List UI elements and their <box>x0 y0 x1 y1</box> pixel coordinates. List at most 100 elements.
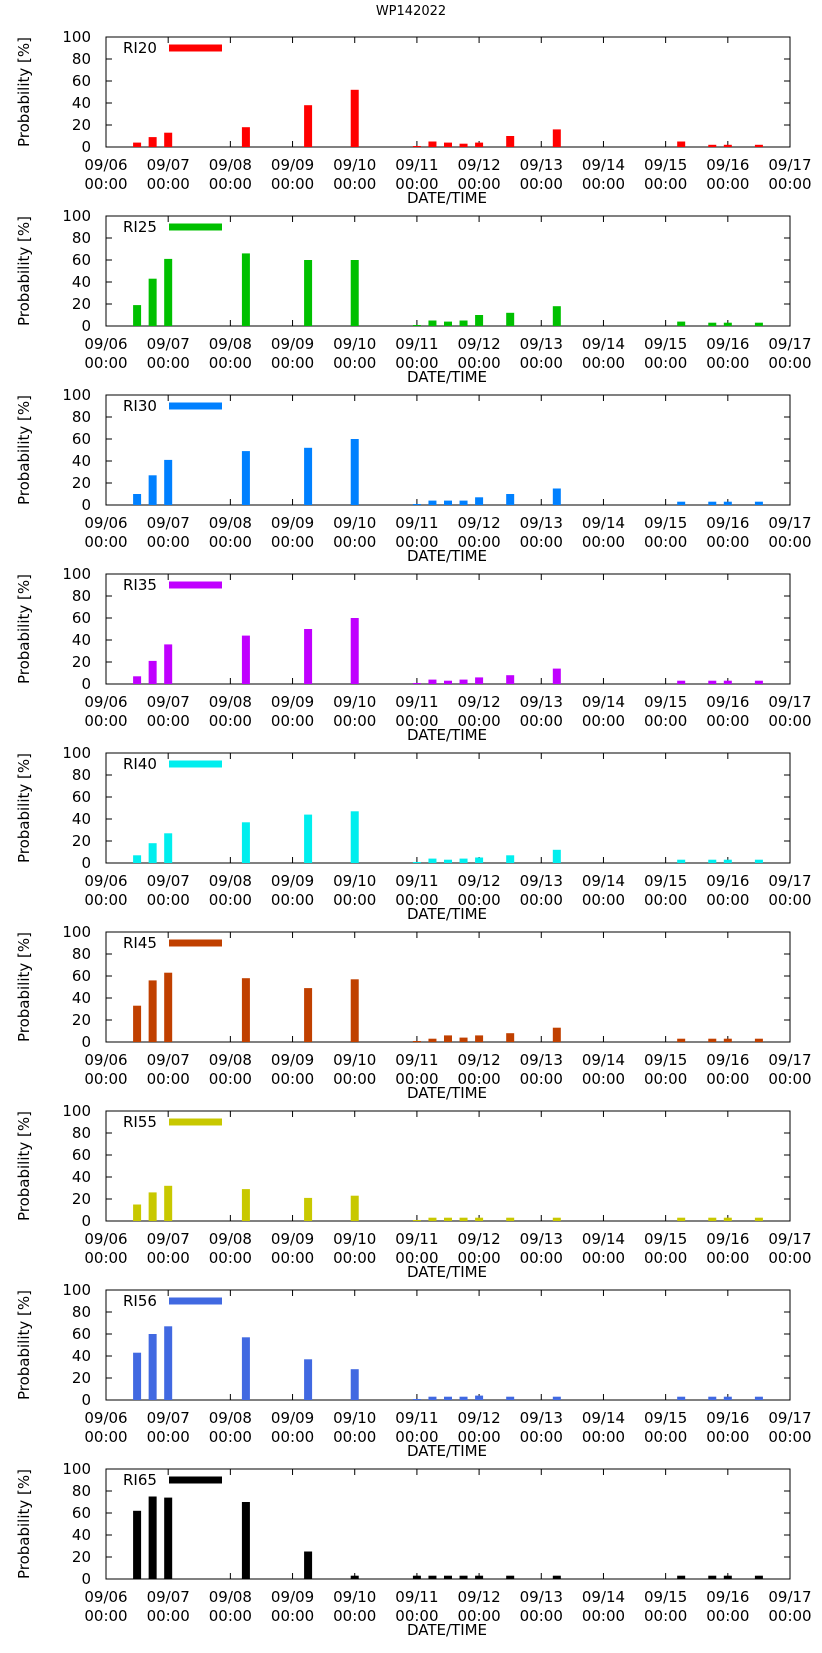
bar <box>708 501 717 505</box>
x-tick-date-label: 09/10 <box>333 1230 376 1248</box>
x-tick-date-label: 09/06 <box>84 872 127 890</box>
x-tick-time-label: 00:00 <box>147 354 190 372</box>
x-tick-date-label: 09/11 <box>395 156 438 174</box>
x-tick-time-label: 00:00 <box>520 175 563 193</box>
y-tick-label: 60 <box>72 788 91 806</box>
x-tick-time-label: 00:00 <box>333 1070 376 1088</box>
bar <box>552 849 561 863</box>
y-axis-label: Probability [%] <box>15 1111 33 1221</box>
x-tick-time-label: 00:00 <box>768 533 811 551</box>
x-tick-date-label: 09/09 <box>271 693 314 711</box>
x-tick-date-label: 09/17 <box>768 156 811 174</box>
bar <box>708 1038 717 1042</box>
bar <box>304 1359 313 1400</box>
bar <box>428 500 437 505</box>
y-tick-label: 0 <box>81 1570 91 1588</box>
bar <box>708 1217 717 1221</box>
bar <box>428 320 437 326</box>
bar <box>444 1396 452 1400</box>
x-tick-date-label: 09/12 <box>457 156 500 174</box>
y-axis-label: Probability [%] <box>15 1469 33 1579</box>
bar <box>148 278 157 326</box>
x-tick-date-label: 09/10 <box>333 514 376 532</box>
x-tick-time-label: 00:00 <box>768 1428 811 1446</box>
figure-title: WP142022 <box>376 4 446 19</box>
y-tick-label: 20 <box>72 474 91 492</box>
bar <box>459 1217 468 1221</box>
x-tick-date-label: 09/07 <box>147 1409 190 1427</box>
bar <box>164 459 173 505</box>
x-tick-date-label: 09/07 <box>147 156 190 174</box>
x-tick-time-label: 00:00 <box>644 891 687 909</box>
x-tick-time-label: 00:00 <box>706 1249 749 1267</box>
y-tick-label: 40 <box>72 94 91 112</box>
bar <box>754 1575 763 1579</box>
x-tick-time-label: 00:00 <box>706 1428 749 1446</box>
legend-label: RI45 <box>123 934 157 952</box>
x-tick-time-label: 00:00 <box>271 533 314 551</box>
x-tick-date-label: 09/13 <box>520 1588 563 1606</box>
y-tick-label: 0 <box>81 496 91 514</box>
x-tick-time-label: 00:00 <box>395 1249 438 1267</box>
x-tick-time-label: 00:00 <box>644 175 687 193</box>
y-tick-label: 100 <box>62 565 91 583</box>
x-tick-date-label: 09/16 <box>706 1588 749 1606</box>
y-axis-label: Probability [%] <box>15 37 33 147</box>
y-tick-label: 100 <box>62 1460 91 1478</box>
bar <box>723 144 732 147</box>
x-tick-time-label: 00:00 <box>457 175 500 193</box>
x-tick-date-label: 09/16 <box>706 1051 749 1069</box>
x-tick-date-label: 09/12 <box>457 1409 500 1427</box>
x-tick-time-label: 00:00 <box>84 1607 127 1625</box>
bar <box>304 1551 313 1579</box>
bar <box>133 1005 142 1042</box>
plot-frame <box>105 394 791 506</box>
x-tick-date-label: 09/08 <box>209 335 252 353</box>
bar <box>444 321 452 326</box>
x-tick-time-label: 00:00 <box>395 891 438 909</box>
y-tick-label: 80 <box>72 408 91 426</box>
plot-frame <box>105 36 791 148</box>
bar <box>412 325 421 326</box>
x-tick-date-label: 09/14 <box>582 335 625 353</box>
x-tick-time-label: 00:00 <box>582 354 625 372</box>
y-axis-label: Probability [%] <box>15 216 33 326</box>
x-tick-date-label: 09/07 <box>147 1588 190 1606</box>
y-tick-label: 100 <box>62 923 91 941</box>
bar <box>444 500 452 505</box>
x-axis-label: DATE/TIME <box>407 905 487 923</box>
x-tick-time-label: 00:00 <box>644 1070 687 1088</box>
bar <box>723 859 732 863</box>
x-tick-date-label: 09/12 <box>457 872 500 890</box>
bar <box>350 1575 359 1579</box>
x-tick-time-label: 00:00 <box>582 533 625 551</box>
bar <box>164 1185 173 1221</box>
bar <box>304 447 313 505</box>
x-tick-time-label: 00:00 <box>457 1249 500 1267</box>
x-tick-date-label: 09/12 <box>457 1051 500 1069</box>
bar <box>552 129 561 147</box>
bar <box>428 1575 437 1579</box>
x-tick-date-label: 09/07 <box>147 514 190 532</box>
bar <box>475 1217 484 1221</box>
y-axis-label: Probability [%] <box>15 753 33 863</box>
bar <box>133 676 142 684</box>
x-tick-time-label: 00:00 <box>84 712 127 730</box>
y-axis-label: Probability [%] <box>15 395 33 505</box>
x-axis-label: DATE/TIME <box>407 1084 487 1102</box>
bar <box>677 141 686 147</box>
bar <box>412 1575 421 1579</box>
x-tick-time-label: 00:00 <box>582 175 625 193</box>
x-tick-date-label: 09/06 <box>84 1588 127 1606</box>
bar <box>677 321 686 326</box>
x-tick-time-label: 00:00 <box>395 1070 438 1088</box>
x-tick-time-label: 00:00 <box>333 1607 376 1625</box>
x-tick-time-label: 00:00 <box>768 712 811 730</box>
x-tick-date-label: 09/17 <box>768 693 811 711</box>
x-tick-date-label: 09/09 <box>271 335 314 353</box>
bar <box>552 1217 561 1221</box>
x-tick-time-label: 00:00 <box>520 712 563 730</box>
x-tick-time-label: 00:00 <box>271 354 314 372</box>
x-tick-date-label: 09/09 <box>271 1051 314 1069</box>
